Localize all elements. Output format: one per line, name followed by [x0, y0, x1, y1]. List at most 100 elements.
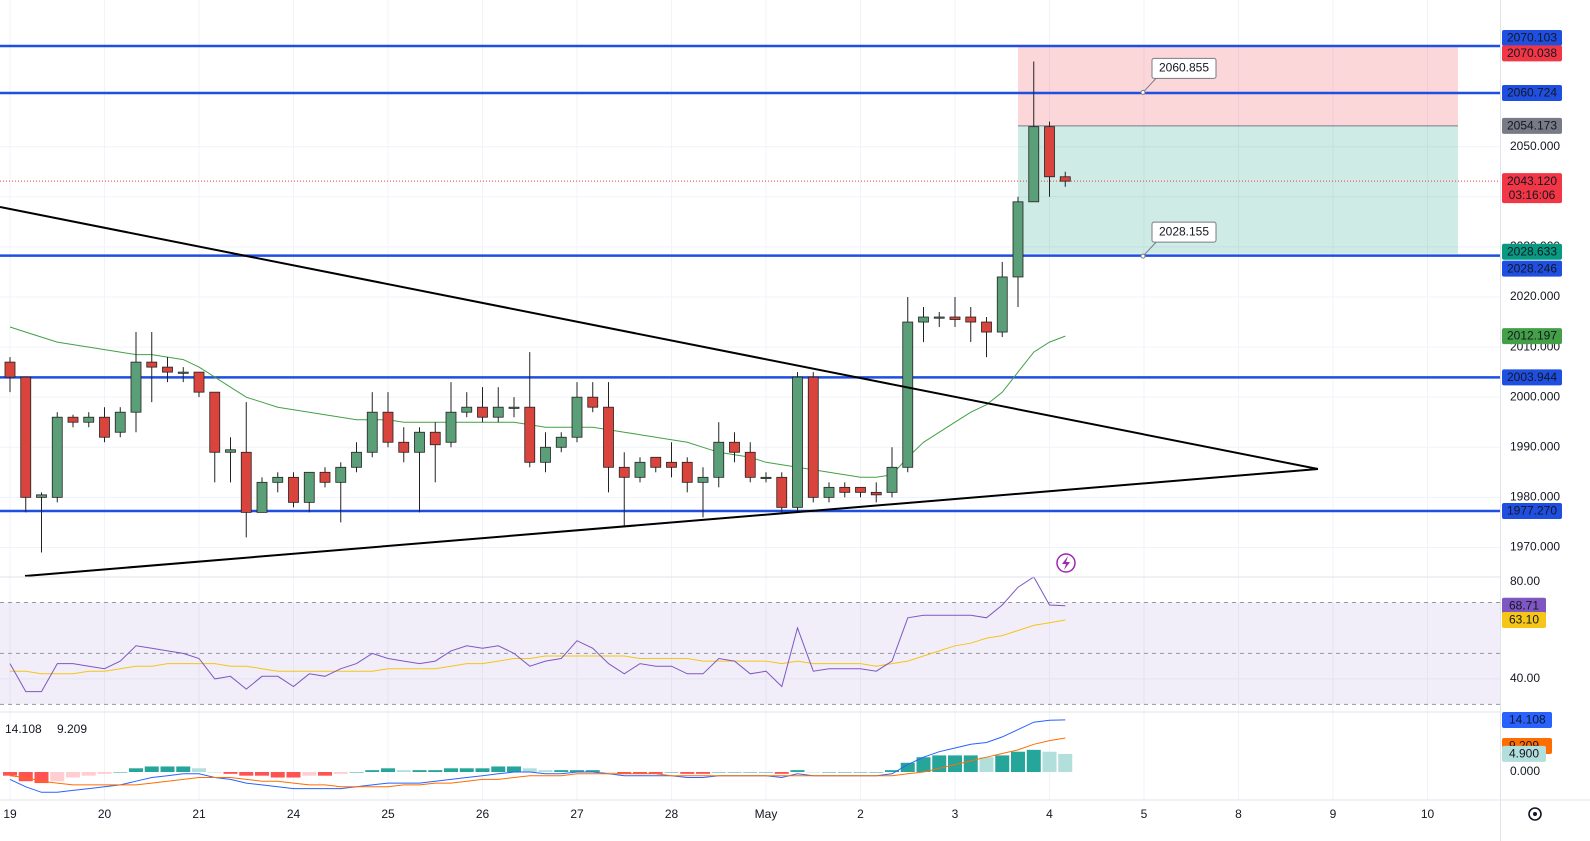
level-label: 2003.944 [1507, 370, 1557, 384]
callout-label: 2060.855 [1159, 61, 1209, 75]
macd-histogram-bar [885, 770, 899, 772]
x-tick-label: 5 [1141, 807, 1148, 821]
macd-histogram-bar [963, 755, 978, 772]
callout-anchor [1140, 253, 1146, 259]
candle-body [650, 456, 662, 468]
stop-label: 2070.038 [1507, 46, 1557, 60]
macd-histogram-bar [948, 755, 962, 772]
macd-histogram-bar [3, 771, 17, 776]
x-tick-label: 25 [381, 807, 395, 821]
y-tick-label: 80.00 [1510, 574, 1540, 588]
level-label: 2028.246 [1507, 261, 1557, 275]
macd-histogram-bar [34, 771, 49, 784]
callout-label: 2028.155 [1159, 224, 1209, 238]
ma-label: 2012.197 [1507, 329, 1557, 343]
candle-body [981, 321, 992, 333]
candle-body [508, 406, 520, 409]
candle-body [681, 461, 693, 483]
macd-histogram-bar [160, 766, 175, 772]
macd-histogram-bar [396, 770, 411, 772]
x-tick-label: 20 [98, 807, 112, 821]
stop-zone [1018, 46, 1458, 126]
x-tick-label: 3 [952, 807, 959, 821]
candle-body [130, 361, 142, 413]
x-tick-label: 8 [1235, 807, 1242, 821]
candle-body [666, 461, 677, 468]
candle-body [146, 361, 158, 368]
candle-body [335, 466, 347, 483]
macd-histogram-bar [869, 771, 884, 773]
candle-body [51, 416, 63, 498]
macd-histogram-bar [176, 766, 191, 772]
rsi-value-box [1502, 612, 1546, 629]
countdown-label: 03:16:06 [1509, 188, 1556, 202]
candle-body [855, 486, 866, 493]
y-tick-label: 1980.000 [1510, 490, 1560, 504]
macd-hist-box [1502, 745, 1546, 762]
y-tick-label: 1970.000 [1510, 540, 1560, 554]
candle-body [398, 441, 410, 453]
candle-body [634, 461, 646, 478]
candle-body [540, 446, 551, 463]
macd-histogram-bar [507, 766, 521, 772]
candle-body [256, 481, 268, 513]
rsi-line [10, 619, 1066, 675]
macd-histogram-bar [270, 771, 285, 778]
candle-body [414, 431, 425, 453]
macd-histogram-bar [1026, 749, 1041, 772]
macd-histogram-bar [302, 771, 317, 776]
macd-histogram-bar [349, 771, 364, 773]
candle-body [870, 491, 882, 496]
x-tick-label: 21 [192, 807, 206, 821]
macd-value-label: 14.108 [1509, 713, 1546, 727]
macd-legend-value: 14.108 [5, 722, 42, 736]
settings-icon[interactable] [1528, 807, 1542, 821]
rsi-line [9, 576, 1066, 693]
candle-body [713, 441, 725, 478]
x-tick-label: 26 [476, 807, 490, 821]
candle-body [477, 406, 488, 418]
level-label-box [1502, 30, 1562, 47]
entry-label: 2054.173 [1507, 118, 1557, 132]
candle-body [744, 451, 756, 478]
candle-body [571, 396, 583, 438]
macd-histogram-bar [601, 771, 616, 773]
candle-body [272, 476, 284, 483]
candle-body [114, 411, 126, 433]
settings-icon-center [1533, 812, 1537, 816]
candle-body [792, 376, 803, 508]
candle-body [949, 316, 961, 320]
macd-histogram-bar [837, 771, 852, 773]
target-label: 2028.633 [1507, 244, 1557, 258]
macd-histogram-bar [223, 771, 238, 774]
entry-label-box [1502, 117, 1562, 134]
candle-body [4, 361, 16, 378]
last-price-box [1502, 173, 1562, 204]
candle-body [729, 441, 740, 453]
macd-histogram-bar [743, 771, 758, 773]
target-zone [1018, 125, 1458, 254]
candle-body [524, 406, 536, 463]
level-label: 1977.270 [1507, 504, 1557, 518]
candle-body [1028, 126, 1040, 203]
macd-histogram-bar [50, 771, 65, 782]
rsi-value-label: 63.10 [1509, 613, 1539, 627]
macd-histogram-bar [66, 771, 80, 778]
candle-body [429, 431, 441, 446]
candle-body [99, 416, 110, 438]
macd-histogram-bar [538, 770, 553, 772]
macd-legend-value: 9.209 [57, 722, 87, 736]
candle-body [839, 486, 851, 493]
macd-histogram-bar [365, 770, 380, 772]
candle-body [555, 436, 567, 448]
macd-histogram-bar [129, 768, 143, 772]
x-tick-label: 19 [3, 807, 17, 821]
macd-histogram-bar [585, 770, 600, 772]
macd-histogram-bar [113, 771, 128, 773]
axis-labels: 19 20 21 24 25 26 27 28 May 2 3 4 5 8 9 10 1970.000 1980.… [3, 30, 1562, 821]
candle-body [177, 371, 189, 374]
candle-body [587, 396, 599, 408]
macd-histogram-bar [1042, 751, 1057, 772]
y-tick-label: 2000.000 [1510, 389, 1560, 403]
